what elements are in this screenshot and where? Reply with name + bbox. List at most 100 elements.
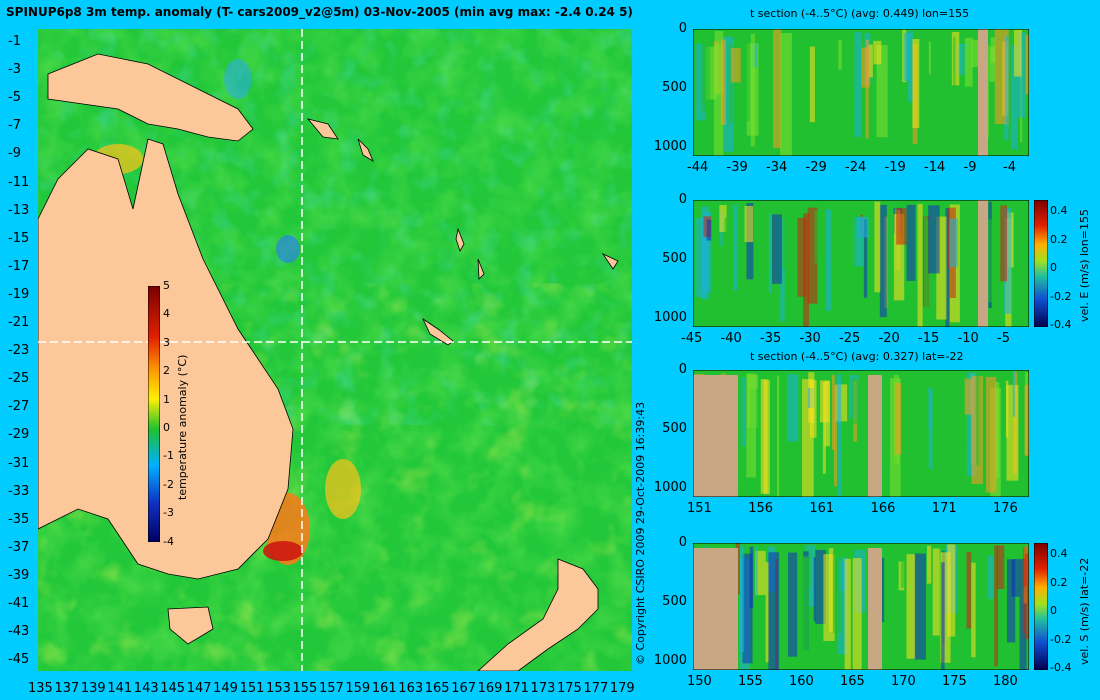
section-streak: [900, 551, 905, 589]
lon-tick-label: 137: [54, 681, 80, 696]
lat-tick-label: -7: [8, 118, 21, 134]
colorbar-tick-label: -2: [163, 477, 174, 491]
section-streak: [765, 562, 769, 663]
section-land: [693, 548, 738, 670]
lat-tick-label: -11: [8, 174, 30, 190]
colorbar-tick-label: 4: [163, 307, 170, 321]
section-streak: [720, 39, 726, 125]
cool-patch: [224, 59, 252, 99]
section-colorbar-tick: -0.4: [1050, 661, 1072, 674]
section-land: [868, 548, 882, 670]
section-streak: [755, 545, 758, 596]
section-colorbar-tick: -0.2: [1050, 632, 1072, 646]
section-streak: [868, 44, 873, 78]
section-plot: [693, 29, 1029, 156]
section-streak: [780, 33, 792, 156]
section-land: [868, 375, 882, 497]
section-streak: [776, 375, 780, 497]
section-streak: [702, 40, 711, 104]
section-streak: [971, 562, 976, 658]
chart-title: SPINUP6p8 3m temp. anomaly (T- cars2009_…: [6, 5, 633, 19]
map-plot: [38, 29, 632, 671]
section-streak: [768, 552, 780, 670]
section-streak: [825, 209, 832, 311]
section-streak: [739, 545, 745, 653]
section-land: [978, 29, 988, 156]
section-streak: [797, 217, 807, 297]
section-streak: [768, 213, 772, 294]
section-streak: [837, 557, 849, 655]
lon-tick-label: 171: [504, 681, 529, 696]
section-streak: [719, 205, 727, 233]
colorbar-tick-label: -4: [163, 534, 174, 548]
section-streak: [728, 44, 733, 123]
section-streak: [926, 545, 932, 584]
section-streak: [1000, 205, 1008, 282]
lon-tick-label: 157: [318, 681, 344, 696]
section-x-tick: 155: [738, 674, 763, 689]
section-streak: [964, 378, 973, 415]
section-colorbar-tick: 0.4: [1050, 204, 1068, 217]
section-colorbar-tick: -0.4: [1050, 318, 1072, 331]
section-streak: [762, 219, 765, 314]
section-streak: [740, 377, 746, 447]
section-colorbar-tick: 0: [1050, 261, 1057, 274]
section-streak: [1004, 36, 1009, 140]
section-streak: [746, 373, 757, 478]
section-streak: [928, 41, 931, 75]
section-streak: [695, 217, 707, 298]
section-streak: [730, 48, 741, 83]
section-streak: [944, 370, 951, 435]
section-streak: [814, 210, 825, 264]
section-streak: [847, 211, 856, 327]
section-streak: [1010, 45, 1018, 150]
section-streak: [763, 379, 770, 495]
section-streak: [836, 374, 842, 424]
lon-tick-label: 159: [345, 681, 371, 696]
section-streak: [713, 208, 718, 327]
section-streak: [940, 552, 951, 663]
section-streak: [928, 388, 933, 469]
section-streak: [939, 47, 951, 82]
section-streak: [906, 204, 916, 281]
section-streak: [838, 39, 842, 70]
section-colorbar-tick: -0.2: [1050, 289, 1072, 303]
section-streak: [941, 562, 945, 670]
lon-tick-label: 147: [186, 681, 212, 696]
warm-eddy: [325, 459, 361, 519]
colorbar-tick-label: 3: [163, 335, 170, 349]
section-streak: [912, 38, 920, 128]
section-streak: [928, 387, 931, 429]
section-streak: [876, 45, 888, 138]
section-streak: [906, 554, 916, 659]
section-streak: [696, 43, 706, 121]
section-streak: [947, 544, 956, 637]
section-streak: [787, 552, 798, 657]
section-y-tick: 500: [662, 80, 687, 95]
section-streak: [824, 380, 831, 447]
section-x-tick: -34: [766, 160, 788, 175]
lat-tick-label: -3: [8, 62, 21, 78]
section-streak: [936, 216, 947, 320]
map-colorbar: [148, 286, 160, 542]
colorbar-tick-label: 1: [163, 392, 170, 406]
section-x-tick: -44: [687, 160, 709, 175]
section-y-tick: 0: [678, 535, 687, 550]
section-x-tick: 156: [748, 501, 774, 516]
section-colorbar-tick: 0: [1050, 604, 1057, 617]
section-x-tick: 160: [789, 674, 814, 689]
lat-tick-label: -1: [8, 34, 21, 49]
section-streak: [773, 370, 785, 445]
section-streak: [815, 550, 826, 625]
section-streak: [985, 376, 997, 493]
section-streak: [857, 216, 869, 238]
section-streak: [947, 207, 950, 269]
section-y-tick: 1000: [653, 310, 687, 325]
section-streak: [994, 545, 999, 667]
section-streak: [803, 39, 807, 126]
section-y-tick: 0: [678, 21, 687, 36]
section-streak: [966, 552, 972, 629]
section-streak: [802, 556, 809, 652]
section-colorbar-tick: 0.2: [1050, 232, 1068, 246]
lat-tick-label: -27: [8, 399, 30, 415]
